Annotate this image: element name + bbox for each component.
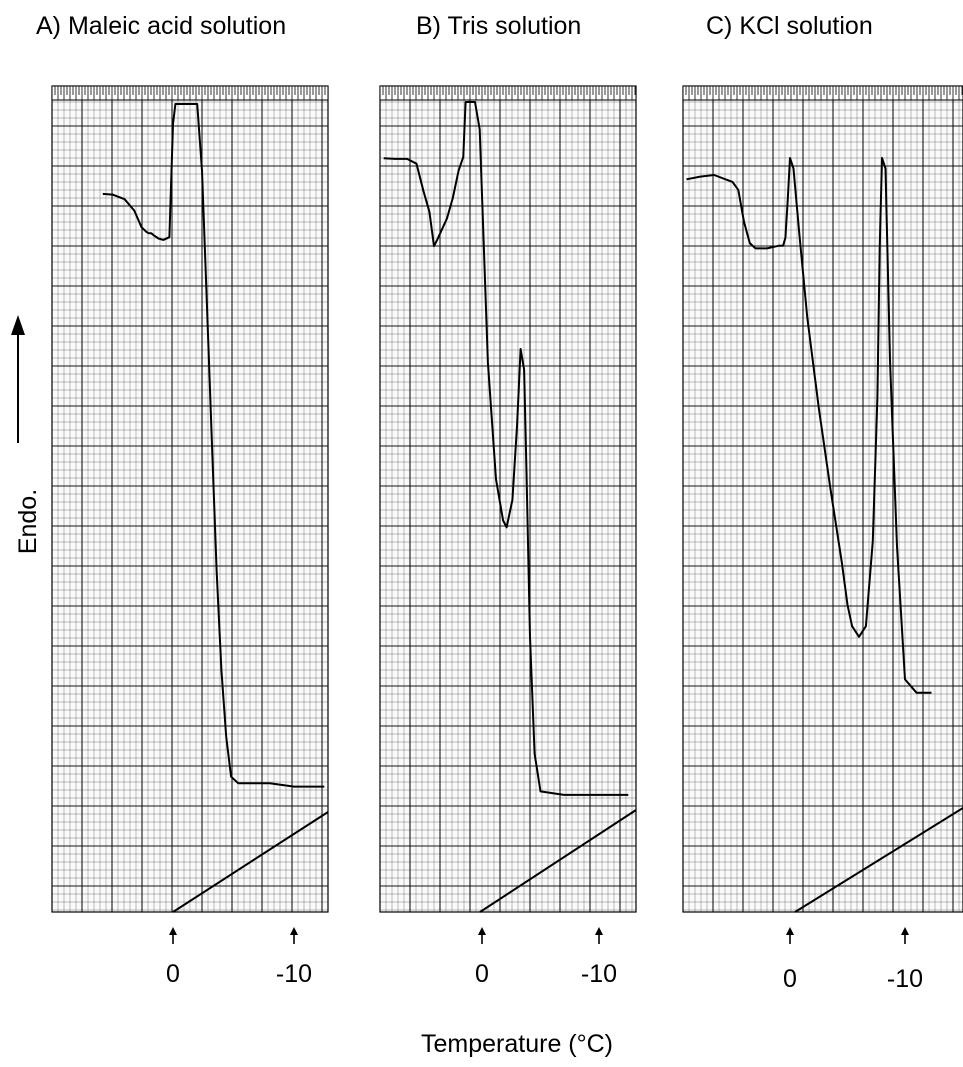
endo-up-arrow-icon — [11, 315, 25, 443]
x-tick-label: 0 — [475, 960, 489, 988]
dsc-curve — [686, 157, 932, 694]
x-tick-label: -10 — [580, 960, 618, 988]
tick-arrowhead — [169, 927, 177, 935]
chart-paper — [379, 85, 637, 913]
x-tick-label: -10 — [275, 960, 313, 988]
tick-arrowhead — [786, 927, 794, 935]
x-tick-label: 0 — [166, 960, 180, 988]
dsc-curve — [383, 101, 629, 796]
panel-a-title: A) Maleic acid solution — [36, 12, 287, 40]
temperature-ramp-line — [794, 807, 963, 913]
x-axis-label: Temperature (°C) — [421, 1030, 613, 1058]
temperature-ramp-line — [172, 811, 329, 913]
panel-2 — [682, 85, 963, 944]
panel-c-title: C) KCl solution — [706, 12, 873, 40]
panel-b-title: B) Tris solution — [416, 12, 582, 40]
chart-paper — [682, 85, 963, 913]
tick-arrowhead — [478, 927, 486, 935]
temperature-ramp-line — [479, 809, 637, 913]
tick-arrowhead — [290, 927, 298, 935]
x-tick-label: -10 — [886, 965, 924, 993]
grid — [52, 86, 328, 912]
tick-arrowhead — [901, 927, 909, 935]
panel-0 — [51, 85, 329, 944]
tick-arrowhead — [595, 927, 603, 935]
y-axis-label: Endo. — [14, 488, 43, 555]
dsc-curve — [102, 103, 325, 788]
panel-1 — [379, 85, 637, 944]
x-tick-label: 0 — [783, 965, 797, 993]
